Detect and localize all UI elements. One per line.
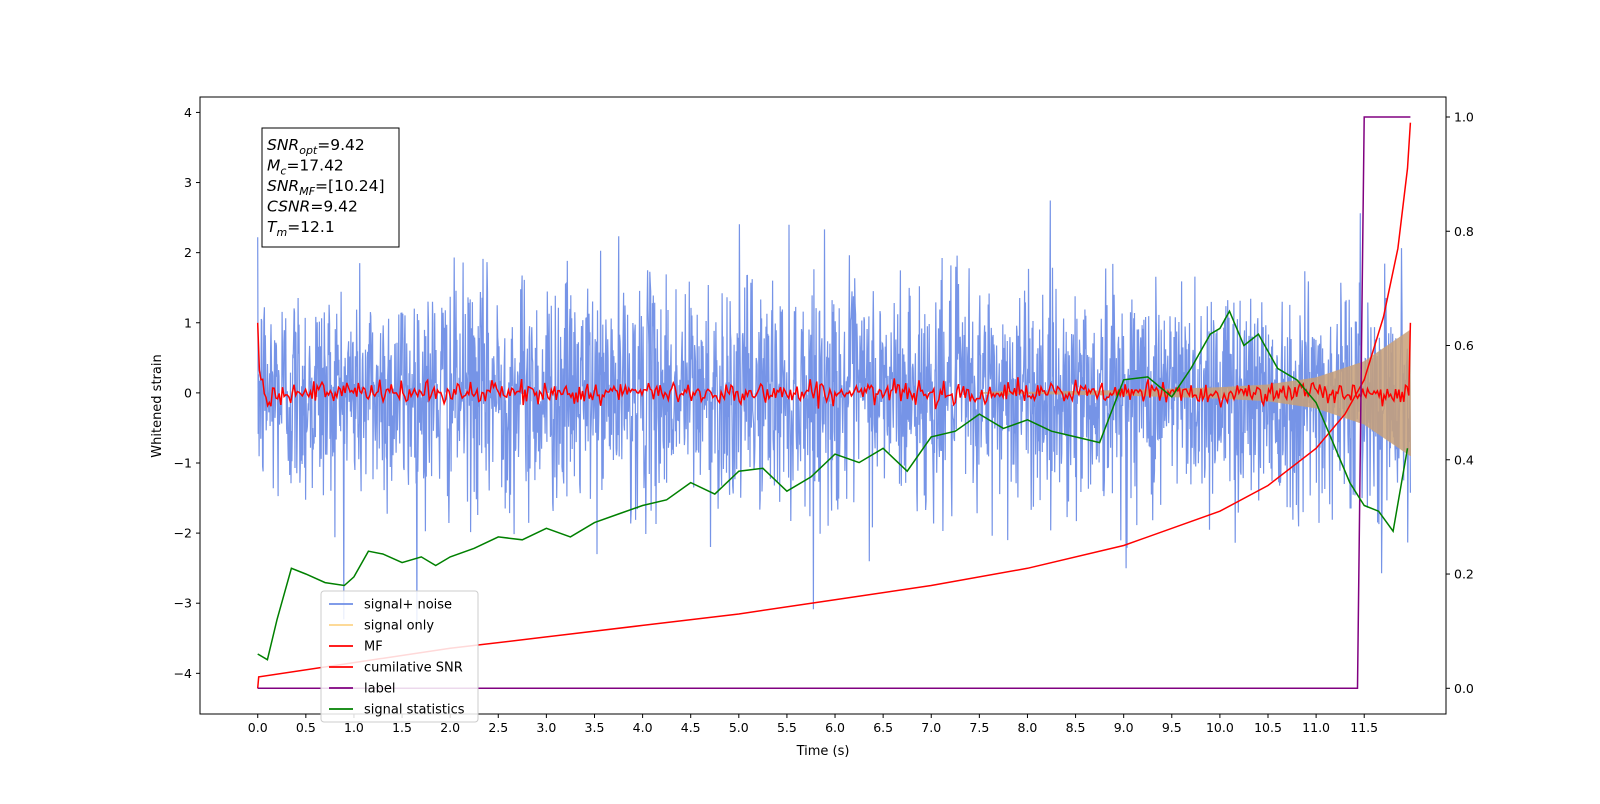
- y-right-tick-label: 1.0: [1454, 109, 1474, 124]
- x-tick-label: 1.5: [392, 720, 412, 735]
- annotation-line: Tm=12.1: [267, 218, 335, 239]
- x-tick-label: 7.5: [969, 720, 989, 735]
- series-signal-statistics: [257, 309, 1409, 661]
- y-axis-right: 1.0 0.8 0.6 0.4 0.2 0.0: [1446, 109, 1474, 696]
- x-tick-label: 11.5: [1350, 720, 1378, 735]
- x-tick-label: 0.0: [248, 720, 268, 735]
- x-tick-label: 1.0: [344, 720, 364, 735]
- x-axis-label: Time (s): [796, 744, 850, 759]
- legend-frame: [320, 590, 479, 723]
- y-axis-left: 4 3 2 1 0 −1 −2 −3 −4: [174, 105, 200, 681]
- x-tick-label: 7.0: [921, 720, 941, 735]
- x-tick-label: 5.5: [777, 720, 797, 735]
- y-left-tick-label: 4: [184, 105, 192, 120]
- y-left-tick-label: 0: [184, 385, 192, 400]
- legend-entry: signal+ noise: [364, 598, 452, 613]
- legend-entry: MF: [364, 640, 383, 655]
- legend-entry: signal statistics: [364, 703, 465, 718]
- mf-line: [256, 322, 1412, 410]
- legend: signal+ noise signal only MF cumilative SNR…: [320, 590, 479, 723]
- y-left-tick-label: −3: [174, 596, 192, 611]
- x-tick-label: 5.0: [729, 720, 749, 735]
- x-tick-label: 0.5: [296, 720, 316, 735]
- annotation-line: SNRMF=[10.24]: [267, 177, 385, 198]
- y-left-tick-label: −1: [174, 455, 192, 470]
- annotation-line: CSNR=9.42: [267, 198, 358, 216]
- x-tick-label: 2.5: [488, 720, 508, 735]
- legend-entry: cumilative SNR: [364, 661, 463, 676]
- x-tick-label: 9.0: [1114, 720, 1134, 735]
- x-tick-label: 6.5: [873, 720, 893, 735]
- legend-entry: signal only: [364, 619, 434, 634]
- y-right-tick-label: 0.0: [1454, 681, 1474, 696]
- y-left-tick-label: −4: [174, 666, 192, 681]
- y-left-tick-label: 2: [184, 245, 192, 260]
- y-left-tick-label: 1: [184, 315, 192, 330]
- y-axis-label: Whitened strain: [150, 354, 165, 457]
- y-right-tick-label: 0.8: [1454, 224, 1474, 239]
- line: [257, 116, 1411, 690]
- legend-entry: label: [364, 682, 395, 697]
- line: [257, 309, 1409, 661]
- y-right-tick-label: 0.4: [1454, 452, 1474, 467]
- x-tick-label: 9.5: [1162, 720, 1182, 735]
- x-tick-label: 3.0: [536, 720, 556, 735]
- x-tick-label: 6.0: [825, 720, 845, 735]
- annotation-box: SNRopt=9.42Mc=17.42SNRMF=[10.24]CSNR=9.4…: [261, 127, 400, 248]
- x-tick-label: 10.0: [1206, 720, 1234, 735]
- x-tick-label: 2.0: [440, 720, 460, 735]
- x-tick-label: 4.5: [681, 720, 701, 735]
- series-label: [257, 116, 1411, 690]
- axes-frame: [199, 96, 1447, 715]
- signal-only-line: [979, 329, 1412, 457]
- x-tick-label: 11.0: [1302, 720, 1330, 735]
- annotation-frame: [261, 127, 400, 248]
- y-right-tick-label: 0.6: [1454, 338, 1474, 353]
- x-tick-label: 8.0: [1018, 720, 1038, 735]
- x-tick-label: 10.5: [1254, 720, 1282, 735]
- series-signal-only: [979, 329, 1412, 457]
- y-left-tick-label: −2: [174, 526, 192, 541]
- x-tick-label: 8.5: [1066, 720, 1086, 735]
- annotation-line: Mc=17.42: [267, 157, 344, 178]
- y-left-tick-label: 3: [184, 175, 192, 190]
- y-right-tick-label: 0.2: [1454, 567, 1474, 582]
- x-tick-label: 4.0: [633, 720, 653, 735]
- x-tick-label: 3.5: [585, 720, 605, 735]
- x-axis: 0.0 0.5 1.0 1.5 2.0 2.5 3.0 3.5 4.0 4.5 5.0 5.5 6.0 6…: [248, 714, 1378, 735]
- annotation-line: SNRopt=9.42: [267, 136, 365, 157]
- series-mf: [256, 322, 1412, 410]
